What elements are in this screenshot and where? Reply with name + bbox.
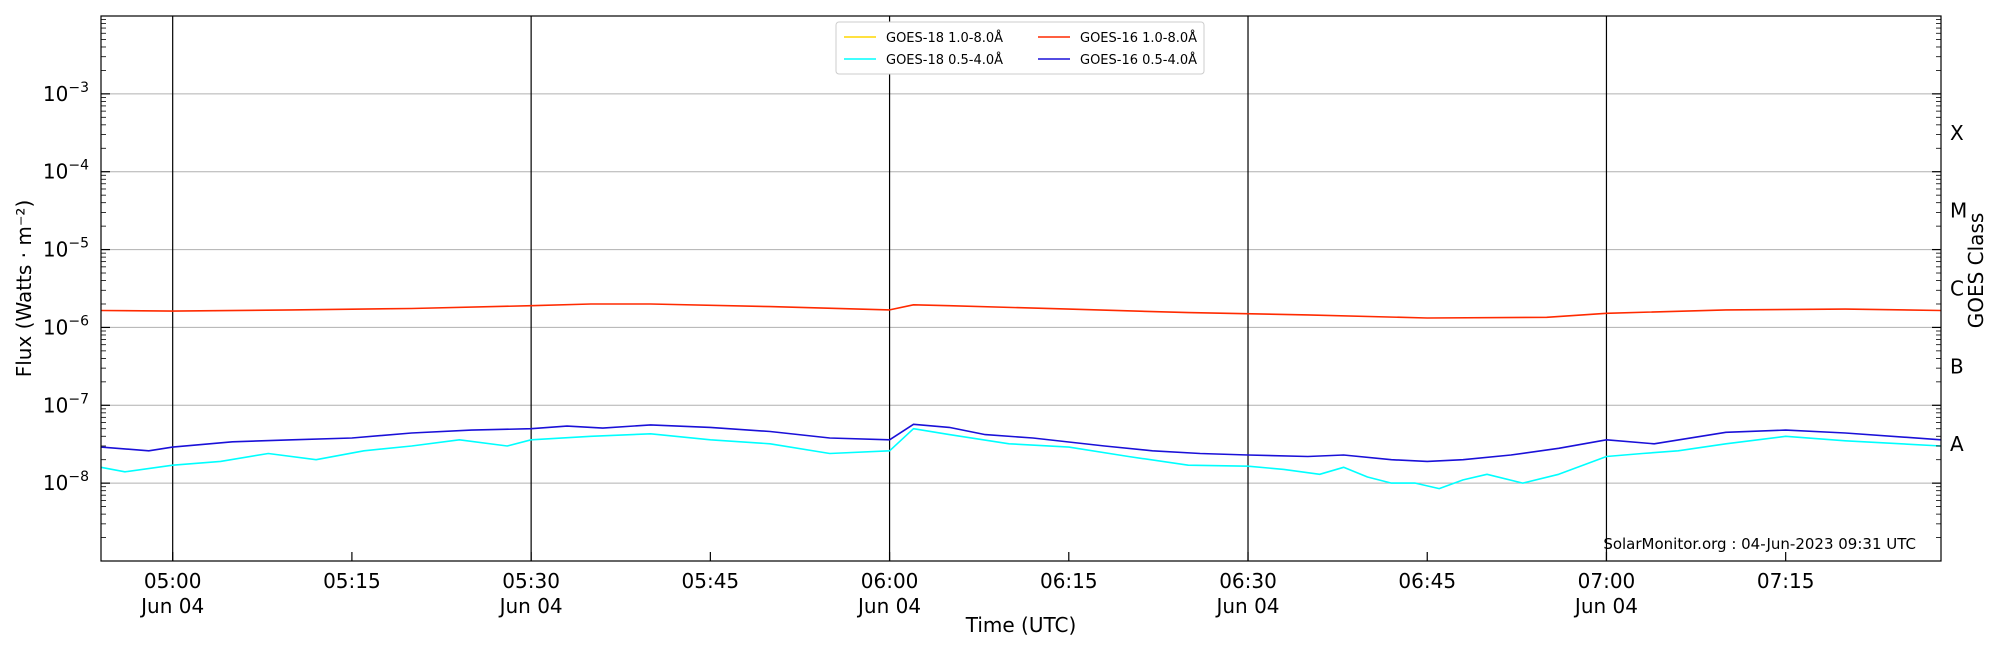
- y-tick-label: 10−6: [43, 313, 89, 339]
- goes-class-label: A: [1950, 432, 1964, 456]
- legend: GOES-18 1.0-8.0Å GOES-18 0.5-4.0Å GOES-16 …: [835, 21, 1205, 75]
- y-axis-title: Flux (Watts · m⁻²): [12, 200, 36, 378]
- goes-class-label: C: [1950, 277, 1964, 301]
- x-tick-label: 07:00: [1578, 569, 1636, 593]
- x-axis-title: Time (UTC): [965, 613, 1077, 637]
- x-tick-label: 05:30: [502, 569, 560, 593]
- series-lines: [100, 303, 1942, 490]
- x-tick-date-label: Jun 04: [856, 594, 921, 618]
- plot-frame: [100, 15, 1942, 562]
- x-tick-label: 05:00: [144, 569, 202, 593]
- legend-label: GOES-16 0.5-4.0Å: [1080, 52, 1197, 68]
- goes-class-axis-title: GOES Class: [1964, 213, 1988, 329]
- goes-class-label: M: [1950, 199, 1967, 223]
- x-tick-date-label: Jun 04: [1573, 594, 1638, 618]
- x-tick-label: 06:15: [1040, 569, 1098, 593]
- x-tick-label: 06:30: [1219, 569, 1277, 593]
- day-marker-lines: [172, 16, 1608, 561]
- y-axis-ticks: 10−8 10−7 10−6 10−5 10−4 10−3: [43, 19, 1941, 538]
- y-tick-label: 10−3: [43, 80, 89, 106]
- goes-class-labels: A B C M X: [1950, 121, 1967, 456]
- x-tick-date-label: Jun 04: [1214, 594, 1279, 618]
- y-tick-label: 10−4: [43, 158, 89, 184]
- legend-label: GOES-16 1.0-8.0Å: [1080, 30, 1197, 46]
- x-tick-date-label: Jun 04: [498, 594, 563, 618]
- goes-class-label: B: [1950, 354, 1964, 378]
- x-tick-label: 06:00: [861, 569, 919, 593]
- x-tick-label: 05:45: [682, 569, 740, 593]
- y-tick-label: 10−8: [43, 469, 89, 495]
- gridlines: [101, 93, 1941, 484]
- series-line: [100, 303, 1942, 319]
- legend-label: GOES-18 1.0-8.0Å: [886, 30, 1003, 46]
- legend-box: [835, 21, 1205, 75]
- y-tick-label: 10−5: [43, 236, 89, 262]
- legend-label: GOES-18 0.5-4.0Å: [886, 52, 1003, 68]
- series-line: [100, 423, 1942, 463]
- y-tick-label: 10−7: [43, 391, 89, 417]
- credit-text: SolarMonitor.org : 04-Jun-2023 09:31 UTC: [1603, 535, 1916, 553]
- x-tick-label: 06:45: [1398, 569, 1456, 593]
- series-line: [100, 427, 1942, 490]
- x-tick-date-label: Jun 04: [139, 594, 204, 618]
- x-tick-label: 05:15: [323, 569, 381, 593]
- goes-class-label: X: [1950, 121, 1964, 145]
- x-tick-label: 07:15: [1757, 569, 1815, 593]
